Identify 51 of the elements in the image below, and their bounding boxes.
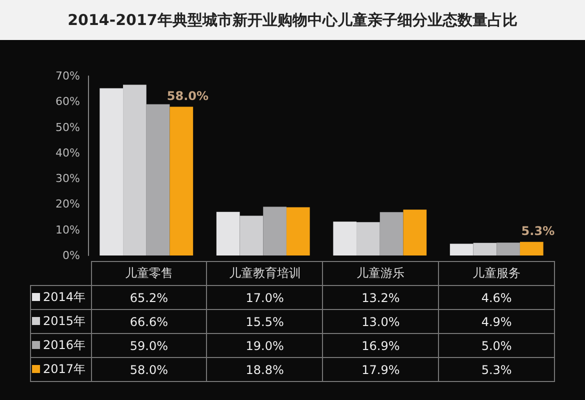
bar xyxy=(100,88,124,256)
data-label: 15.5% xyxy=(206,310,323,334)
data-label: 13.0% xyxy=(322,310,439,334)
data-label: 16.9% xyxy=(322,334,439,358)
legend-label: 2014年 xyxy=(30,286,91,310)
data-label: 17.0% xyxy=(206,286,323,310)
bar xyxy=(286,207,310,256)
chart-title: 2014-2017年典型城市新开业购物中心儿童亲子细分业态数量占比 xyxy=(0,0,585,40)
bar xyxy=(170,106,194,256)
y-tick-label: 50% xyxy=(56,120,80,134)
bar xyxy=(403,210,427,256)
data-label: 5.0% xyxy=(438,334,554,358)
data-label: 4.6% xyxy=(438,286,554,310)
y-tick-label: 10% xyxy=(56,223,80,236)
bar xyxy=(356,222,380,256)
data-label: 59.0% xyxy=(91,334,207,358)
legend-label: 2017年 xyxy=(30,358,91,382)
data-label: 65.2% xyxy=(91,286,207,310)
data-label: 66.6% xyxy=(91,310,207,334)
bar xyxy=(146,104,170,256)
bar xyxy=(123,84,146,256)
x-tick-label: 儿童零售 xyxy=(91,262,207,286)
bar xyxy=(240,216,264,256)
annotation: 58.0% xyxy=(166,88,209,103)
legend-label: 2016年 xyxy=(30,334,91,358)
x-tick-label: 儿童服务 xyxy=(438,262,554,286)
y-tick-label: 40% xyxy=(56,146,80,160)
bar xyxy=(333,222,357,256)
x-tick-label: 儿童游乐 xyxy=(322,262,439,286)
data-label: 19.0% xyxy=(206,334,323,358)
data-label: 17.9% xyxy=(322,358,439,382)
bar xyxy=(216,212,240,256)
x-tick-label: 儿童教育培训 xyxy=(206,262,323,286)
bar xyxy=(450,244,474,256)
bar xyxy=(380,212,404,256)
bar xyxy=(520,242,544,256)
legend-label: 2015年 xyxy=(30,310,91,334)
bar xyxy=(496,242,520,256)
y-tick-label: 60% xyxy=(56,95,80,108)
data-label: 5.3% xyxy=(438,358,554,382)
annotation: 5.3% xyxy=(521,224,555,238)
data-label: 58.0% xyxy=(91,358,207,382)
data-label: 4.9% xyxy=(438,310,554,334)
y-tick-label: 70% xyxy=(56,70,80,82)
y-tick-label: 30% xyxy=(56,172,80,186)
y-tick-label: 0% xyxy=(62,249,80,262)
y-tick-label: 20% xyxy=(56,198,80,211)
data-label: 18.8% xyxy=(206,358,323,382)
bar xyxy=(263,206,286,256)
bar xyxy=(473,242,497,256)
data-label: 13.2% xyxy=(322,286,439,310)
